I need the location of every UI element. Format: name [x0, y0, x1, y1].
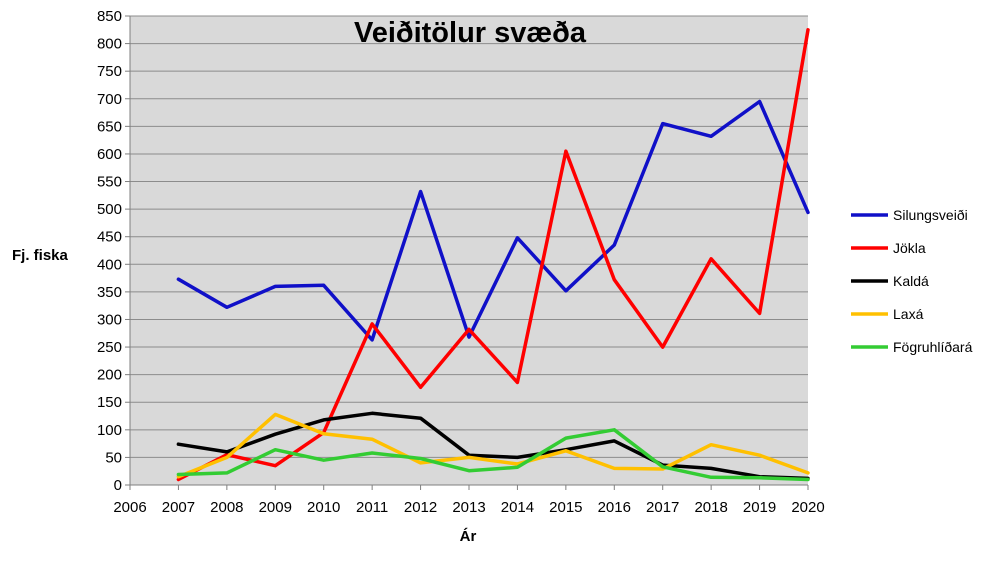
x-tick-labels: 2006 2007 2008 2009 2010 2011 2012 2013 2014 2015… [113, 485, 825, 516]
y-tick-label: 100 [97, 422, 122, 439]
series-line-1 [176, 28, 810, 482]
chart-title: Veiðitölur svæða [354, 17, 587, 49]
y-tick-label: 450 [97, 229, 122, 246]
y-tick-label: 350 [97, 284, 122, 301]
y-tick-label: 650 [97, 118, 122, 135]
x-tick-label: 2013 [452, 499, 485, 516]
legend: Silungsveiði Jökla Kaldá Laxá Fögruhlíðará [851, 207, 973, 355]
series-line-2 [176, 411, 810, 481]
y-tick-label: 50 [105, 449, 122, 466]
x-tick-label: 2014 [501, 499, 534, 516]
legend-label: Fögruhlíðará [893, 339, 973, 355]
series-line-0 [176, 99, 810, 342]
y-axis-label: Fj. fiska [12, 247, 69, 264]
y-tick-label: 150 [97, 394, 122, 411]
x-tick-label: 2007 [162, 499, 195, 516]
y-tick-label: 550 [97, 174, 122, 191]
y-tick-label: 0 [114, 477, 122, 494]
x-axis-label: Ár [460, 528, 477, 545]
x-tick-label: 2016 [598, 499, 631, 516]
legend-label: Silungsveiði [893, 207, 968, 223]
y-tick-label: 600 [97, 146, 122, 163]
y-tick-label: 500 [97, 201, 122, 218]
x-tick-label: 2012 [404, 499, 437, 516]
y-tick-labels: 0 50 100 150 200 250 300 350 400 450 500 550 600 650 7… [97, 8, 130, 494]
y-tick-label: 250 [97, 339, 122, 356]
x-tick-label: 2006 [113, 499, 146, 516]
y-tick-label: 200 [97, 367, 122, 384]
x-tick-label: 2019 [743, 499, 776, 516]
y-tick-label: 700 [97, 91, 122, 108]
series-lines [176, 28, 810, 482]
y-tick-label: 300 [97, 311, 122, 328]
x-tick-label: 2015 [549, 499, 582, 516]
gridlines [130, 15, 808, 458]
x-tick-label: 2011 [356, 499, 388, 516]
legend-label: Jökla [893, 240, 926, 256]
series-line-3 [176, 412, 810, 479]
x-tick-label: 2010 [307, 499, 340, 516]
x-tick-label: 2020 [791, 499, 824, 516]
y-tick-label: 800 [97, 36, 122, 53]
x-tick-label: 2018 [694, 499, 727, 516]
legend-label: Laxá [893, 306, 924, 322]
y-tick-label: 400 [97, 256, 122, 273]
plot-area [130, 16, 808, 485]
y-tick-label: 850 [97, 8, 122, 25]
legend-label: Kaldá [893, 273, 929, 289]
x-tick-label: 2017 [646, 499, 679, 516]
x-tick-label: 2009 [259, 499, 292, 516]
x-tick-label: 2008 [210, 499, 243, 516]
y-tick-label: 750 [97, 63, 122, 80]
series-line-4 [176, 428, 810, 482]
